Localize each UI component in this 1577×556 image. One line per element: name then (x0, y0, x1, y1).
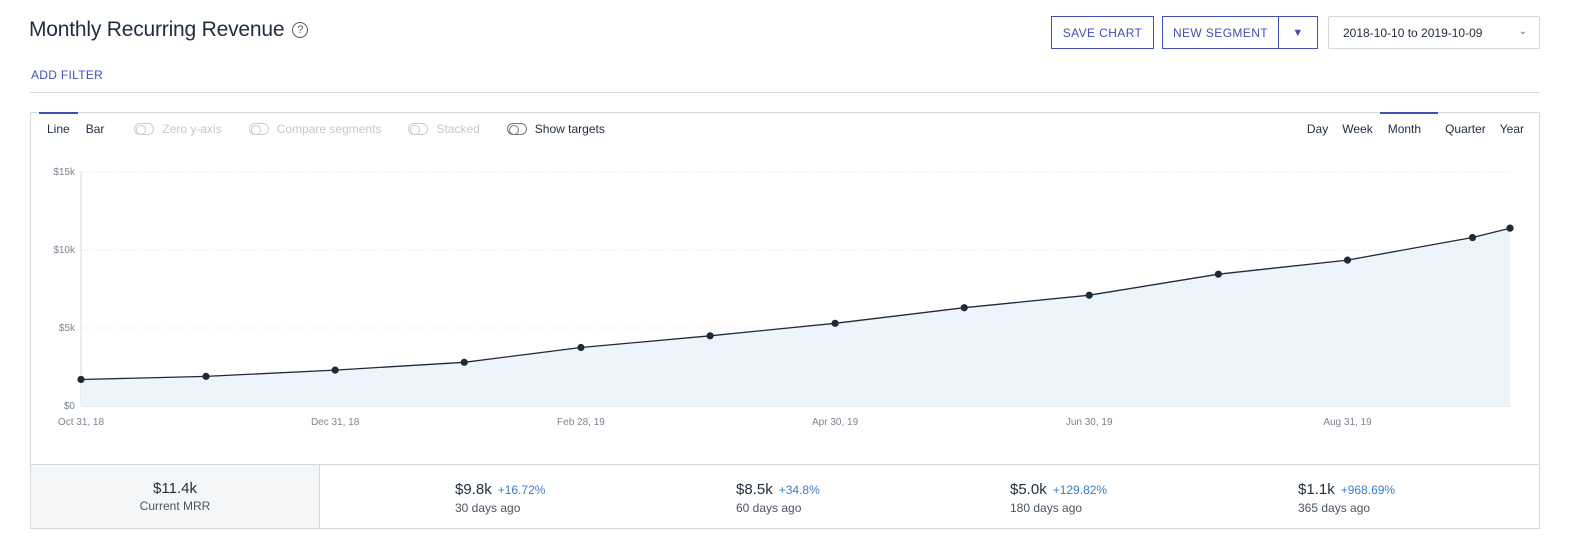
summary-value: $5.0k (1010, 481, 1047, 498)
mrr-line-chart: $0 $5k $10k $15k Oct 31, 18 Dec 31, 18 Feb 28… (53, 167, 1514, 428)
x-axis-ticks: Oct 31, 18 Dec 31, 18 Feb 28, 19 Apr 30, 19… (58, 417, 1372, 428)
y-axis-ticks: $0 $5k $10k $15k (53, 167, 76, 412)
summary-change: +129.82% (1052, 483, 1108, 497)
toggle-switch[interactable] (248, 123, 269, 135)
data-point[interactable] (460, 358, 468, 366)
period-tabs: Day Week Month Quarter Year (1300, 112, 1531, 145)
tab-day[interactable]: Day (1306, 122, 1329, 136)
y-tick-label: $15k (53, 167, 76, 178)
current-mrr-label: Current MRR (139, 499, 211, 513)
toggle-switch[interactable] (134, 123, 155, 135)
toggle-label: Stacked (436, 122, 480, 136)
summary-30-days: $9.8k +16.72% 30 days ago (455, 481, 545, 515)
x-tick-label: Dec 31, 18 (311, 417, 360, 428)
chart-panel: Line Bar Zero y-axis Compare segments St… (30, 112, 1540, 529)
data-point[interactable] (331, 366, 339, 374)
caret-down-icon[interactable]: ▼ (1292, 26, 1304, 39)
summary-change: +34.8% (778, 483, 820, 497)
y-tick-label: $0 (64, 401, 76, 412)
summary-value: $8.5k (736, 481, 773, 498)
tab-year[interactable]: Year (1499, 122, 1524, 136)
toggle-label: Compare segments (276, 122, 382, 136)
tab-month[interactable]: Month (1379, 112, 1439, 145)
y-tick-label: $5k (59, 323, 76, 334)
current-mrr-value: $11.4k (153, 480, 197, 497)
summary-365-days: $1.1k +968.69% 365 days ago (1298, 481, 1395, 515)
summary-label: 180 days ago (1010, 501, 1083, 515)
toggle-switch[interactable] (506, 123, 527, 135)
data-point[interactable] (960, 304, 968, 312)
save-chart-button[interactable]: SAVE CHART (1051, 16, 1154, 49)
data-point[interactable] (77, 375, 85, 384)
y-tick-label: $10k (53, 245, 76, 256)
summary-bar: $11.4k Current MRR $9.8k +16.72% 30 days … (31, 464, 1539, 528)
current-mrr: $11.4k Current MRR (31, 465, 320, 528)
toggle-label: Zero y-axis (162, 122, 222, 136)
new-segment-button[interactable]: NEW SEGMENT ▼ (1162, 16, 1318, 49)
divider (30, 92, 1540, 93)
tab-bar[interactable]: Bar (85, 122, 105, 136)
data-point[interactable] (1085, 291, 1093, 299)
chart-type-tabs: Line Bar Zero y-axis Compare segments St… (31, 112, 605, 145)
x-tick-label: Feb 28, 19 (557, 417, 605, 428)
summary-60-days: $8.5k +34.8% 60 days ago (736, 481, 820, 515)
data-point[interactable] (1468, 233, 1477, 242)
chart-points[interactable] (77, 224, 1514, 384)
chart-area (81, 228, 1510, 406)
x-tick-label: Oct 31, 18 (58, 417, 105, 428)
data-point[interactable] (1506, 224, 1514, 232)
tab-line[interactable]: Line (31, 112, 78, 145)
stacked-toggle[interactable]: Stacked (408, 122, 480, 136)
data-point[interactable] (831, 319, 839, 327)
summary-label: 365 days ago (1298, 501, 1371, 515)
summary-value: $9.8k (455, 481, 492, 498)
data-point[interactable] (577, 343, 585, 352)
tab-week[interactable]: Week (1342, 122, 1373, 136)
compare-segments-toggle[interactable]: Compare segments (248, 122, 382, 136)
toggle-switch[interactable] (408, 123, 429, 135)
summary-label: 30 days ago (455, 501, 521, 515)
area-fill (81, 228, 1510, 406)
add-filter-link[interactable]: ADD FILTER (31, 68, 104, 82)
summary-change: +16.72% (497, 483, 546, 497)
x-tick-label: Jun 30, 19 (1066, 417, 1113, 428)
data-point[interactable] (706, 332, 714, 340)
date-range-select[interactable]: 2018-10-10 to 2019-10-09 ⌄ (1328, 16, 1540, 49)
data-point[interactable] (1343, 256, 1352, 264)
title-row: Monthly Recurring Revenue ? (29, 18, 309, 42)
data-point[interactable] (202, 372, 210, 380)
summary-value: $1.1k (1298, 481, 1335, 498)
x-tick-label: Aug 31, 19 (1323, 417, 1372, 428)
summary-180-days: $5.0k +129.82% 180 days ago (1010, 481, 1107, 515)
x-tick-label: Apr 30, 19 (812, 417, 859, 428)
chevron-down-icon: ⌄ (1518, 26, 1527, 37)
new-segment-label[interactable]: NEW SEGMENT (1163, 17, 1279, 48)
page-title: Monthly Recurring Revenue (29, 18, 285, 41)
zero-y-axis-toggle[interactable]: Zero y-axis (134, 122, 222, 136)
tab-quarter[interactable]: Quarter (1445, 122, 1486, 136)
help-icon[interactable]: ? (292, 22, 309, 38)
date-range-value: 2018-10-10 to 2019-10-09 (1343, 25, 1483, 40)
data-point[interactable] (1214, 270, 1222, 278)
show-targets-toggle[interactable]: Show targets (506, 122, 605, 136)
toggle-label: Show targets (534, 122, 605, 136)
summary-change: +968.69% (1340, 483, 1396, 497)
summary-label: 60 days ago (736, 501, 802, 515)
